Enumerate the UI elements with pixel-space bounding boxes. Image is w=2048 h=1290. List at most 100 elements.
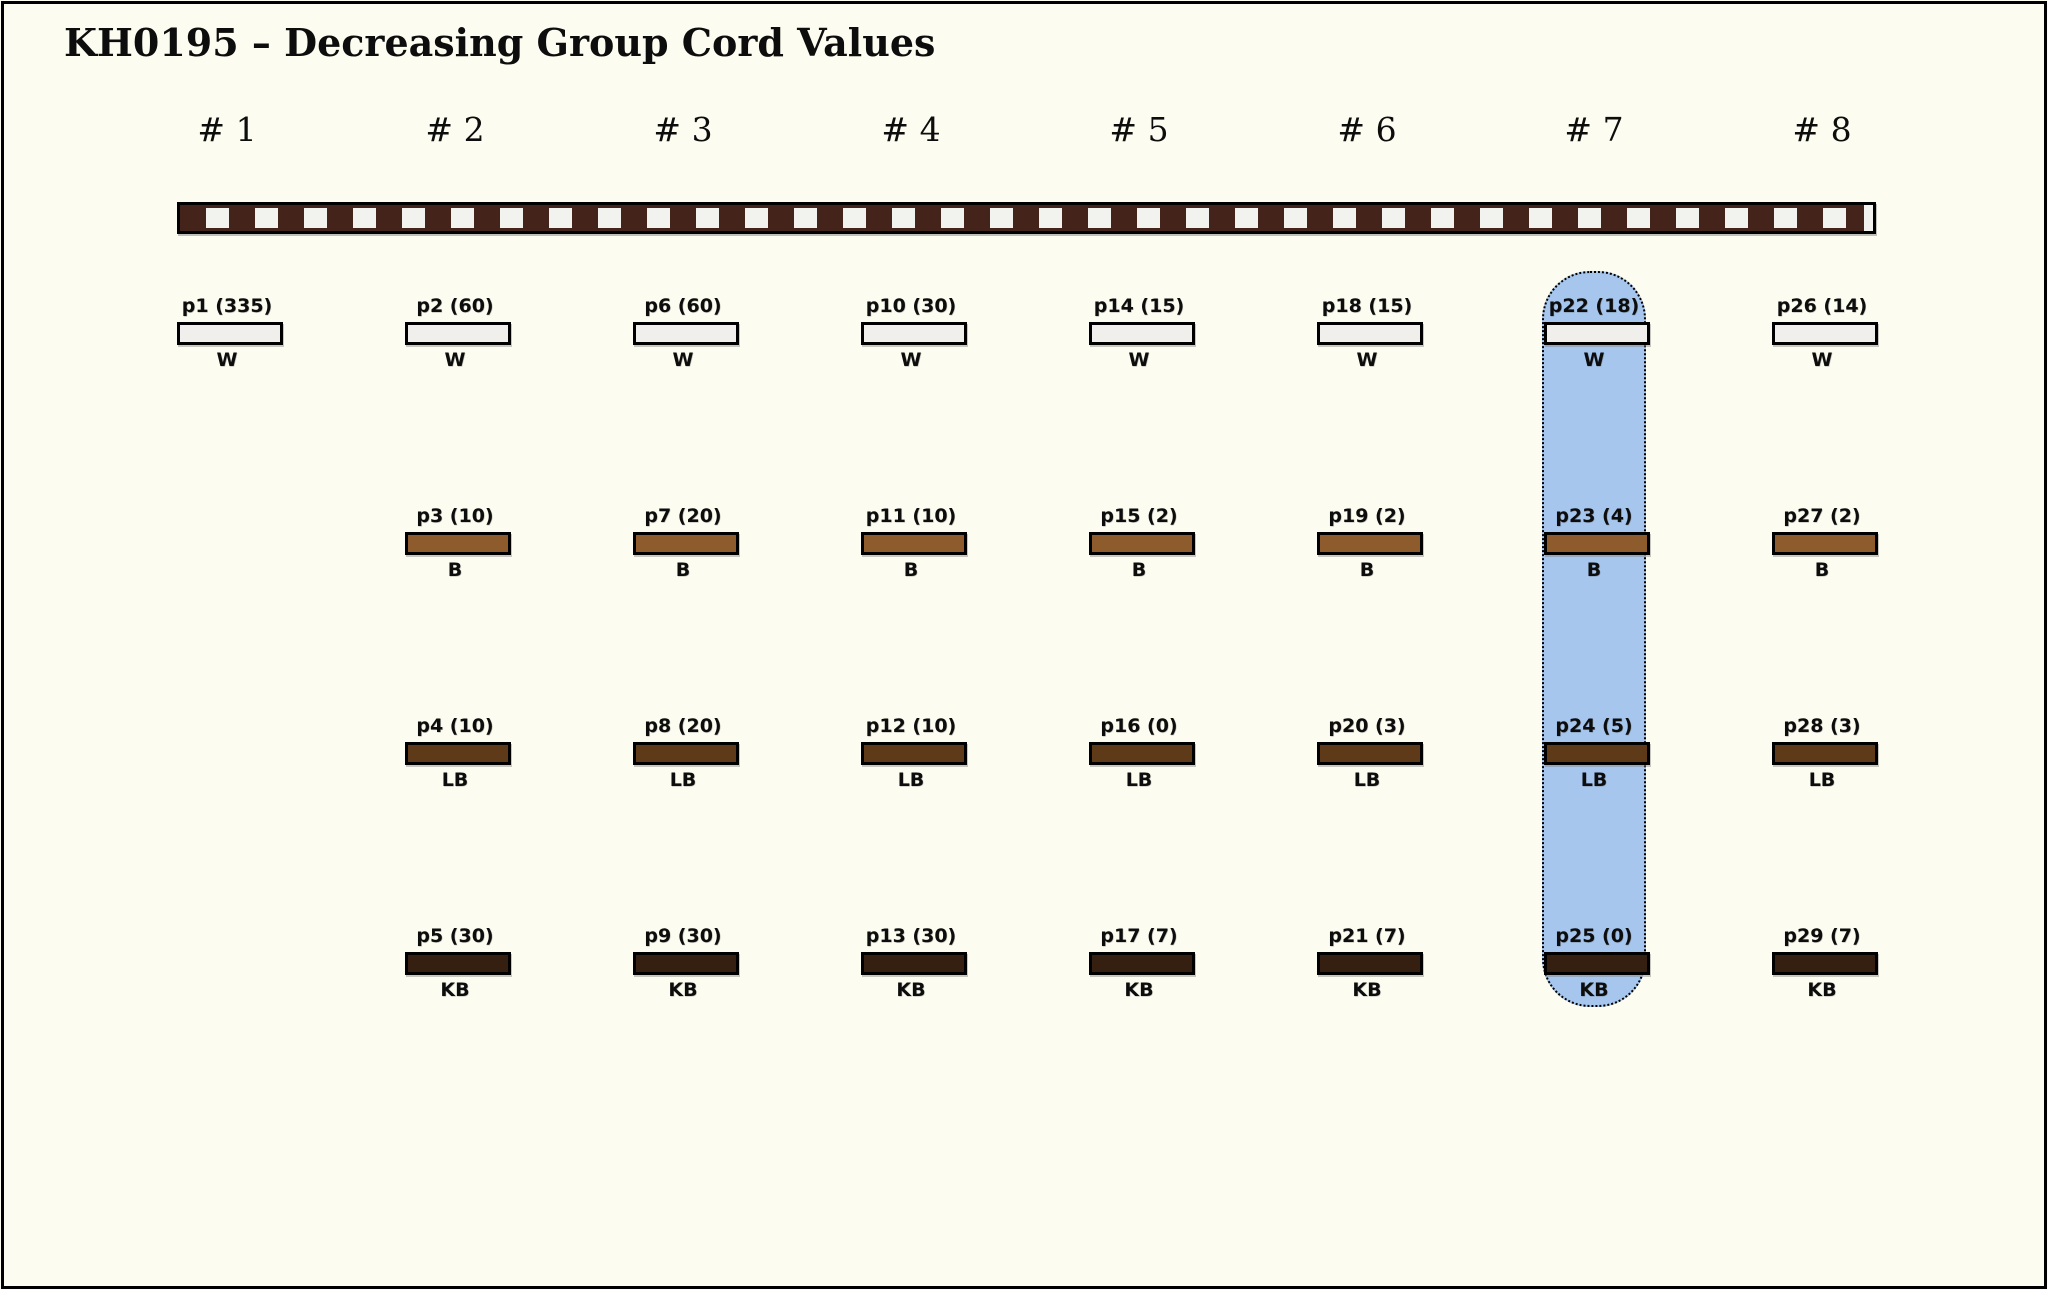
bar-label: p25 (0) — [1555, 925, 1633, 947]
bar-type-label: W — [900, 349, 922, 371]
bar-p1 — [177, 322, 283, 345]
bar-p21 — [1317, 952, 1423, 975]
bar-label: p6 (60) — [644, 295, 722, 317]
bar-p12 — [861, 742, 967, 765]
bar-p15 — [1089, 532, 1195, 555]
bar-label: p11 (10) — [865, 505, 957, 527]
column-header: # 8 — [1792, 110, 1852, 149]
bar-p3 — [405, 532, 511, 555]
bar-p18 — [1317, 322, 1423, 345]
bar-label: p14 (15) — [1093, 295, 1185, 317]
bar-label: p23 (4) — [1555, 505, 1633, 527]
bar-p4 — [405, 742, 511, 765]
bar-type-label: B — [675, 559, 691, 581]
bar-p13 — [861, 952, 967, 975]
bar-type-label: B — [903, 559, 919, 581]
bar-p10 — [861, 322, 967, 345]
bar-p8 — [633, 742, 739, 765]
column-header: # 3 — [653, 110, 713, 149]
bar-type-label: KB — [1124, 979, 1154, 1001]
bar-label: p7 (20) — [644, 505, 722, 527]
bar-p14 — [1089, 322, 1195, 345]
bar-label: p4 (10) — [416, 715, 494, 737]
bar-type-label: B — [1359, 559, 1375, 581]
column-header: # 6 — [1337, 110, 1397, 149]
bar-type-label: W — [1356, 349, 1378, 371]
bar-type-label: KB — [1579, 979, 1609, 1001]
bar-label: p10 (30) — [865, 295, 957, 317]
column-header: # 2 — [425, 110, 485, 149]
bar-type-label: W — [1811, 349, 1833, 371]
bar-p19 — [1317, 532, 1423, 555]
bar-type-label: W — [216, 349, 238, 371]
bar-label: p1 (335) — [181, 295, 273, 317]
bar-type-label: KB — [668, 979, 698, 1001]
column-header: # 7 — [1564, 110, 1624, 149]
bar-p6 — [633, 322, 739, 345]
bar-p11 — [861, 532, 967, 555]
bar-label: p15 (2) — [1100, 505, 1178, 527]
bar-type-label: KB — [896, 979, 926, 1001]
bar-p25 — [1544, 952, 1650, 975]
bar-label: p27 (2) — [1783, 505, 1861, 527]
bar-type-label: KB — [440, 979, 470, 1001]
bar-type-label: LB — [669, 769, 697, 791]
bar-type-label: LB — [897, 769, 925, 791]
bar-p17 — [1089, 952, 1195, 975]
bar-label: p12 (10) — [865, 715, 957, 737]
bar-type-label: B — [1586, 559, 1602, 581]
bar-label: p28 (3) — [1783, 715, 1861, 737]
bar-type-label: LB — [1125, 769, 1153, 791]
bar-label: p19 (2) — [1328, 505, 1406, 527]
column-header: # 1 — [197, 110, 257, 149]
bar-type-label: LB — [1808, 769, 1836, 791]
figure-title: KH0195 – Decreasing Group Cord Values — [64, 20, 936, 65]
column-header: # 4 — [881, 110, 941, 149]
bar-p29 — [1772, 952, 1878, 975]
bar-type-label: LB — [1353, 769, 1381, 791]
bar-label: p9 (30) — [644, 925, 722, 947]
bar-p9 — [633, 952, 739, 975]
cord-bar-stripes — [180, 208, 1873, 228]
bar-type-label: W — [444, 349, 466, 371]
bar-p23 — [1544, 532, 1650, 555]
bar-label: p21 (7) — [1328, 925, 1406, 947]
bar-label: p20 (3) — [1328, 715, 1406, 737]
bar-type-label: B — [1131, 559, 1147, 581]
bar-p2 — [405, 322, 511, 345]
bar-type-label: LB — [441, 769, 469, 791]
bar-label: p29 (7) — [1783, 925, 1861, 947]
bar-label: p16 (0) — [1100, 715, 1178, 737]
bar-type-label: W — [1128, 349, 1150, 371]
bar-type-label: KB — [1807, 979, 1837, 1001]
bar-type-label: B — [447, 559, 463, 581]
bar-p27 — [1772, 532, 1878, 555]
bar-label: p3 (10) — [416, 505, 494, 527]
bar-p7 — [633, 532, 739, 555]
bar-type-label: KB — [1352, 979, 1382, 1001]
bar-p28 — [1772, 742, 1878, 765]
bar-type-label: W — [1583, 349, 1605, 371]
bar-p16 — [1089, 742, 1195, 765]
bar-label: p26 (14) — [1776, 295, 1868, 317]
bar-p22 — [1544, 322, 1650, 345]
bar-label: p2 (60) — [416, 295, 494, 317]
cord-bar — [177, 202, 1876, 234]
bar-label: p13 (30) — [865, 925, 957, 947]
bar-type-label: B — [1814, 559, 1830, 581]
cord-bar-endcap — [1864, 205, 1873, 231]
bar-p20 — [1317, 742, 1423, 765]
bar-p24 — [1544, 742, 1650, 765]
bar-type-label: W — [672, 349, 694, 371]
bar-label: p22 (18) — [1548, 295, 1640, 317]
bar-label: p5 (30) — [416, 925, 494, 947]
bar-p5 — [405, 952, 511, 975]
bar-label: p24 (5) — [1555, 715, 1633, 737]
bar-label: p8 (20) — [644, 715, 722, 737]
bar-p26 — [1772, 322, 1878, 345]
bar-type-label: LB — [1580, 769, 1608, 791]
column-highlight — [1542, 271, 1646, 1007]
column-header: # 5 — [1109, 110, 1169, 149]
